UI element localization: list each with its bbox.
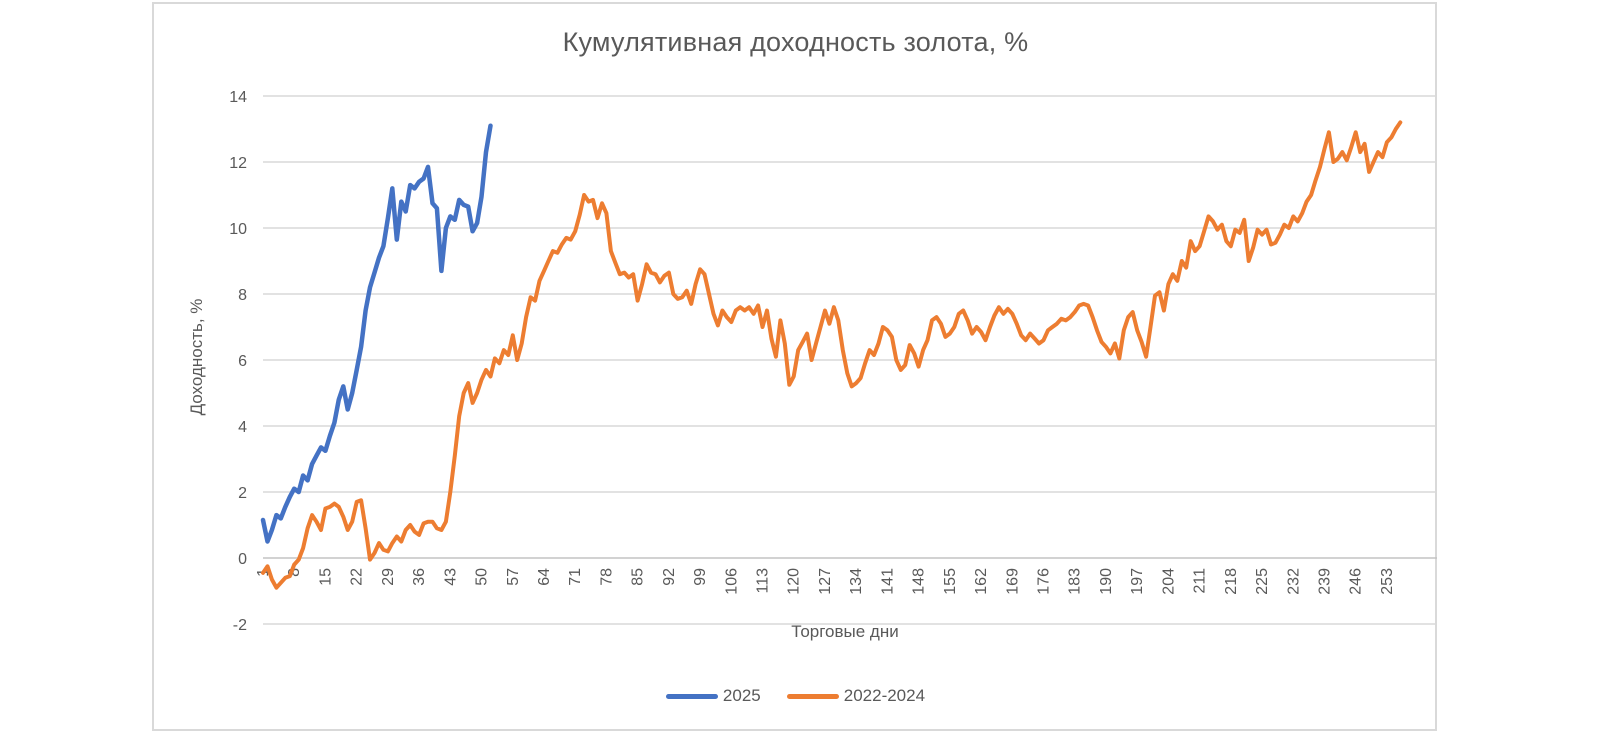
x-tick-label: 211 bbox=[1192, 568, 1209, 594]
x-tick-label: 113 bbox=[755, 568, 772, 594]
x-tick-label: 162 bbox=[973, 568, 990, 595]
x-tick-label: 169 bbox=[1004, 568, 1021, 595]
y-tick-label: 6 bbox=[238, 353, 247, 370]
legend-swatch-2022-2024 bbox=[786, 693, 839, 699]
series-line-2025 bbox=[260, 123, 493, 544]
legend-label-2022-2024: 2022-2024 bbox=[843, 686, 926, 705]
legend: 2025 2022-2024 bbox=[152, 686, 1439, 706]
x-tick-label: 134 bbox=[848, 568, 865, 595]
chart-title: Кумулятивная доходность золота, % bbox=[562, 27, 1029, 57]
x-tick-label: 246 bbox=[1348, 568, 1365, 595]
series-line-2022-2024 bbox=[261, 120, 1403, 590]
y-tick-label: 0 bbox=[238, 551, 247, 568]
x-tick-label: 183 bbox=[1067, 568, 1084, 595]
x-tick-label: 78 bbox=[598, 568, 615, 586]
y-tick-label: 10 bbox=[229, 221, 247, 238]
x-tick-label: 141 bbox=[879, 568, 896, 595]
x-tick-label: 218 bbox=[1223, 568, 1240, 595]
x-tick-label: 85 bbox=[630, 568, 647, 586]
y-tick-label: 12 bbox=[229, 155, 247, 172]
x-tick-label: 232 bbox=[1285, 568, 1302, 595]
x-tick-label: 253 bbox=[1379, 568, 1396, 595]
x-tick-label: 22 bbox=[349, 568, 366, 586]
y-tick-label: 8 bbox=[238, 287, 247, 304]
x-tick-label: 64 bbox=[536, 568, 553, 586]
y-tick-label: 14 bbox=[229, 89, 247, 106]
x-tick-label: 197 bbox=[1129, 568, 1146, 595]
y-tick-label: -2 bbox=[233, 617, 247, 634]
x-tick-label: 71 bbox=[567, 568, 584, 586]
x-tick-label: 29 bbox=[380, 568, 397, 586]
x-tick-label: 190 bbox=[1098, 568, 1115, 595]
legend-label-2025: 2025 bbox=[722, 686, 761, 705]
x-tick-label: 99 bbox=[692, 568, 709, 586]
x-tick-label: 120 bbox=[786, 568, 803, 595]
x-tick-label: 92 bbox=[661, 568, 678, 586]
legend-item-2025: 2025 bbox=[665, 686, 761, 706]
x-tick-label: 8 bbox=[286, 568, 303, 577]
x-tick-label: 15 bbox=[317, 568, 334, 586]
x-tick-label: 43 bbox=[442, 568, 459, 586]
x-tick-label: 127 bbox=[817, 568, 834, 595]
x-tick-label: 204 bbox=[1160, 568, 1177, 595]
x-tick-label: 176 bbox=[1036, 568, 1053, 595]
x-axis-title: Торговые дни bbox=[791, 622, 899, 641]
legend-swatch-2025 bbox=[665, 693, 718, 699]
x-tick-label: 225 bbox=[1254, 568, 1271, 595]
x-tick-label: 57 bbox=[505, 568, 522, 586]
y-tick-label: 4 bbox=[238, 419, 247, 436]
x-tick-label: 239 bbox=[1316, 568, 1333, 595]
y-axis-title: Доходность, % bbox=[187, 298, 206, 416]
x-tick-label: 155 bbox=[942, 568, 959, 595]
legend-item-2022-2024: 2022-2024 bbox=[786, 686, 926, 706]
x-tick-label: 36 bbox=[411, 568, 428, 586]
x-tick-label: 50 bbox=[474, 568, 491, 586]
y-tick-label: 2 bbox=[238, 485, 247, 502]
x-tick-label: 106 bbox=[723, 568, 740, 595]
x-tick-label: 148 bbox=[911, 568, 928, 595]
